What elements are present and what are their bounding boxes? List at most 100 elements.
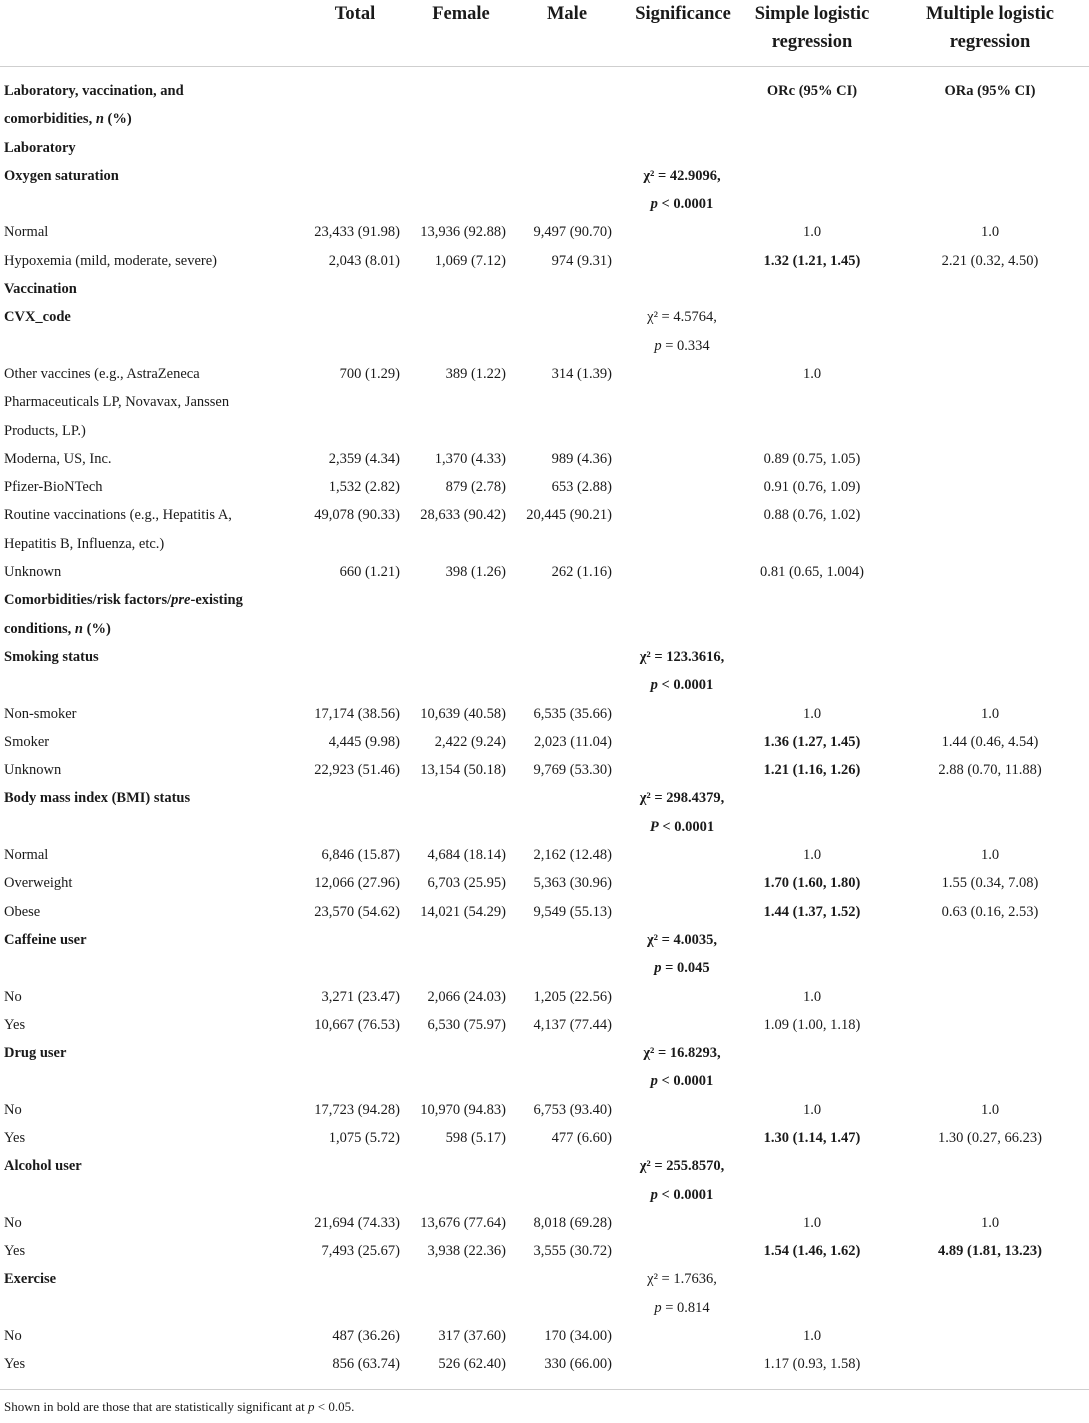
table-row: Routine vaccinations (e.g., Hepatitis A,… bbox=[0, 501, 1089, 529]
cell-ora: 2.88 (0.70, 11.88) bbox=[938, 762, 1042, 779]
cell-female: 6,530 (75.97) bbox=[427, 1016, 506, 1033]
cell-orc: 1.54 (1.46, 1.62) bbox=[763, 1243, 861, 1260]
cell-orc: 1.30 (1.14, 1.47) bbox=[763, 1129, 861, 1146]
table-row: CVX_code χ² = 4.5764, bbox=[0, 303, 1089, 331]
cell-male: 314 (1.39) bbox=[551, 365, 612, 382]
cell-significance: χ² = 298.4379, bbox=[639, 790, 725, 807]
row-label: Unknown bbox=[4, 762, 62, 779]
row-label: Body mass index (BMI) status bbox=[4, 790, 191, 807]
cell-female: 398 (1.26) bbox=[445, 564, 506, 581]
cell-orc: 1.0 bbox=[802, 705, 822, 722]
header-multiple-line1: Multiple logistic bbox=[926, 4, 1054, 24]
cell-ora: 1.0 bbox=[980, 224, 1000, 241]
table-row: p < 0.0001 bbox=[0, 1067, 1089, 1095]
cell-orc: 1.44 (1.37, 1.52) bbox=[763, 903, 861, 920]
row-label: Hypoxemia (mild, moderate, severe) bbox=[4, 252, 217, 269]
table-row: No 21,694 (74.33) 13,676 (77.64) 8,018 (69.… bbox=[0, 1209, 1089, 1237]
table-bottom-rule bbox=[0, 1389, 1089, 1390]
table-row: Pharmaceuticals LP, Novavax, Janssen bbox=[0, 388, 1089, 416]
table-row: Non-smoker 17,174 (38.56) 10,639 (40.58) 6,… bbox=[0, 700, 1089, 728]
cell-significance: p < 0.0001 bbox=[650, 677, 714, 694]
cell-orc: 1.0 bbox=[802, 1214, 822, 1231]
table-row: Other vaccines (e.g., AstraZeneca 700 (1.… bbox=[0, 360, 1089, 388]
cell-male: 477 (6.60) bbox=[551, 1129, 612, 1146]
table-row: Smoking status χ² = 123.3616, bbox=[0, 643, 1089, 671]
cell-female: 28,633 (90.42) bbox=[420, 507, 506, 524]
table-row: No 487 (36.26) 317 (37.60) 170 (34.00) 1.0 bbox=[0, 1322, 1089, 1350]
row-label: Yes bbox=[4, 1243, 26, 1260]
cell-male: 653 (2.88) bbox=[551, 479, 612, 496]
cell-total: 1,075 (5.72) bbox=[328, 1129, 400, 1146]
cell-orc: 1.0 bbox=[802, 1101, 822, 1118]
cell-female: 2,422 (9.24) bbox=[434, 733, 506, 750]
cell-orc: 0.88 (0.76, 1.02) bbox=[763, 507, 861, 524]
row-label: CVX_code bbox=[4, 309, 71, 326]
cell-female: 389 (1.22) bbox=[445, 365, 506, 382]
cell-significance: p = 0.045 bbox=[654, 960, 710, 977]
row-label: Yes bbox=[4, 1129, 26, 1146]
cell-ora: 1.0 bbox=[980, 847, 1000, 864]
row-label: Other vaccines (e.g., AstraZeneca bbox=[4, 365, 200, 382]
row-label: Drug user bbox=[4, 1045, 67, 1062]
row-label: Smoking status bbox=[4, 648, 99, 665]
cell-total: 21,694 (74.33) bbox=[314, 1214, 400, 1231]
cell-male: 1,205 (22.56) bbox=[533, 988, 612, 1005]
table-row: Body mass index (BMI) status χ² = 298.437… bbox=[0, 784, 1089, 812]
cell-orc: 1.0 bbox=[802, 224, 822, 241]
row-label: No bbox=[4, 1101, 22, 1118]
cell-total: 17,174 (38.56) bbox=[314, 705, 400, 722]
row-label: Moderna, US, Inc. bbox=[4, 450, 112, 467]
cell-female: 14,021 (54.29) bbox=[420, 903, 506, 920]
cell-total: 7,493 (25.67) bbox=[321, 1243, 400, 1260]
row-label: Routine vaccinations (e.g., Hepatitis A, bbox=[4, 507, 232, 524]
cell-total: 660 (1.21) bbox=[339, 564, 400, 581]
cell-orc: 1.0 bbox=[802, 847, 822, 864]
table-row: Yes 10,667 (76.53) 6,530 (75.97) 4,137 (77.… bbox=[0, 1011, 1089, 1039]
cell-total: 856 (63.74) bbox=[332, 1356, 400, 1373]
cell-total: 3,271 (23.47) bbox=[321, 988, 400, 1005]
header-multiple-logistic: Multiple logistic regression bbox=[910, 0, 1070, 56]
cell-female: 13,154 (50.18) bbox=[420, 762, 506, 779]
row-label: Laboratory, vaccination, and bbox=[4, 83, 184, 99]
cell-orc: 1.0 bbox=[802, 988, 822, 1005]
cell-significance: χ² = 1.7636, bbox=[647, 1271, 717, 1288]
header-significance: Significance bbox=[635, 4, 731, 24]
cell-male: 6,753 (93.40) bbox=[533, 1101, 612, 1118]
row-label: Exercise bbox=[4, 1271, 57, 1288]
cell-ora: 1.0 bbox=[980, 1214, 1000, 1231]
table-row: Pfizer-BioNTech 1,532 (2.82) 879 (2.78) 653… bbox=[0, 473, 1089, 501]
cell-male: 170 (34.00) bbox=[544, 1328, 612, 1345]
cell-total: 17,723 (94.28) bbox=[314, 1101, 400, 1118]
cell-female: 3,938 (22.36) bbox=[427, 1243, 506, 1260]
cell-total: 10,667 (76.53) bbox=[314, 1016, 400, 1033]
cell-significance: p = 0.814 bbox=[654, 1299, 710, 1316]
cell-male: 330 (66.00) bbox=[544, 1356, 612, 1373]
table-row: Obese 23,570 (54.62) 14,021 (54.29) 9,549 (… bbox=[0, 898, 1089, 926]
cell-significance: P < 0.0001 bbox=[649, 818, 715, 835]
cell-female: 1,370 (4.33) bbox=[434, 450, 506, 467]
table-row: p = 0.814 bbox=[0, 1294, 1089, 1322]
cell-orc: 1.0 bbox=[802, 1328, 822, 1345]
cell-male: 989 (4.36) bbox=[551, 450, 612, 467]
cell-female: 1,069 (7.12) bbox=[434, 252, 506, 269]
row-label: Pharmaceuticals LP, Novavax, Janssen bbox=[4, 394, 230, 411]
table-row: No 3,271 (23.47) 2,066 (24.03) 1,205 (22.56… bbox=[0, 983, 1089, 1011]
cell-significance: χ² = 255.8570, bbox=[639, 1158, 725, 1175]
cell-significance: p < 0.0001 bbox=[650, 1186, 714, 1203]
table-row: Overweight 12,066 (27.96) 6,703 (25.95) 5,3… bbox=[0, 869, 1089, 897]
cell-orc: ORc (95% CI) bbox=[766, 83, 858, 99]
cell-total: 4,445 (9.98) bbox=[328, 733, 400, 750]
table-row: Normal 23,433 (91.98) 13,936 (92.88) 9,497 … bbox=[0, 218, 1089, 246]
cell-male: 9,769 (53.30) bbox=[533, 762, 612, 779]
cell-orc: 1.36 (1.27, 1.45) bbox=[763, 733, 861, 750]
cell-ora: 4.89 (1.81, 13.23) bbox=[938, 1243, 1042, 1260]
row-label: Overweight bbox=[4, 875, 73, 892]
cell-ora: 2.21 (0.32, 4.50) bbox=[941, 252, 1039, 269]
cell-female: 10,639 (40.58) bbox=[420, 705, 506, 722]
header-multiple-line2: regression bbox=[949, 32, 1031, 52]
cell-male: 20,445 (90.21) bbox=[526, 507, 612, 524]
row-label: Products, LP.) bbox=[4, 422, 86, 439]
row-label: Alcohol user bbox=[4, 1158, 82, 1175]
table-row: p < 0.0001 bbox=[0, 190, 1089, 218]
table-row: conditions, n (%) bbox=[0, 615, 1089, 643]
